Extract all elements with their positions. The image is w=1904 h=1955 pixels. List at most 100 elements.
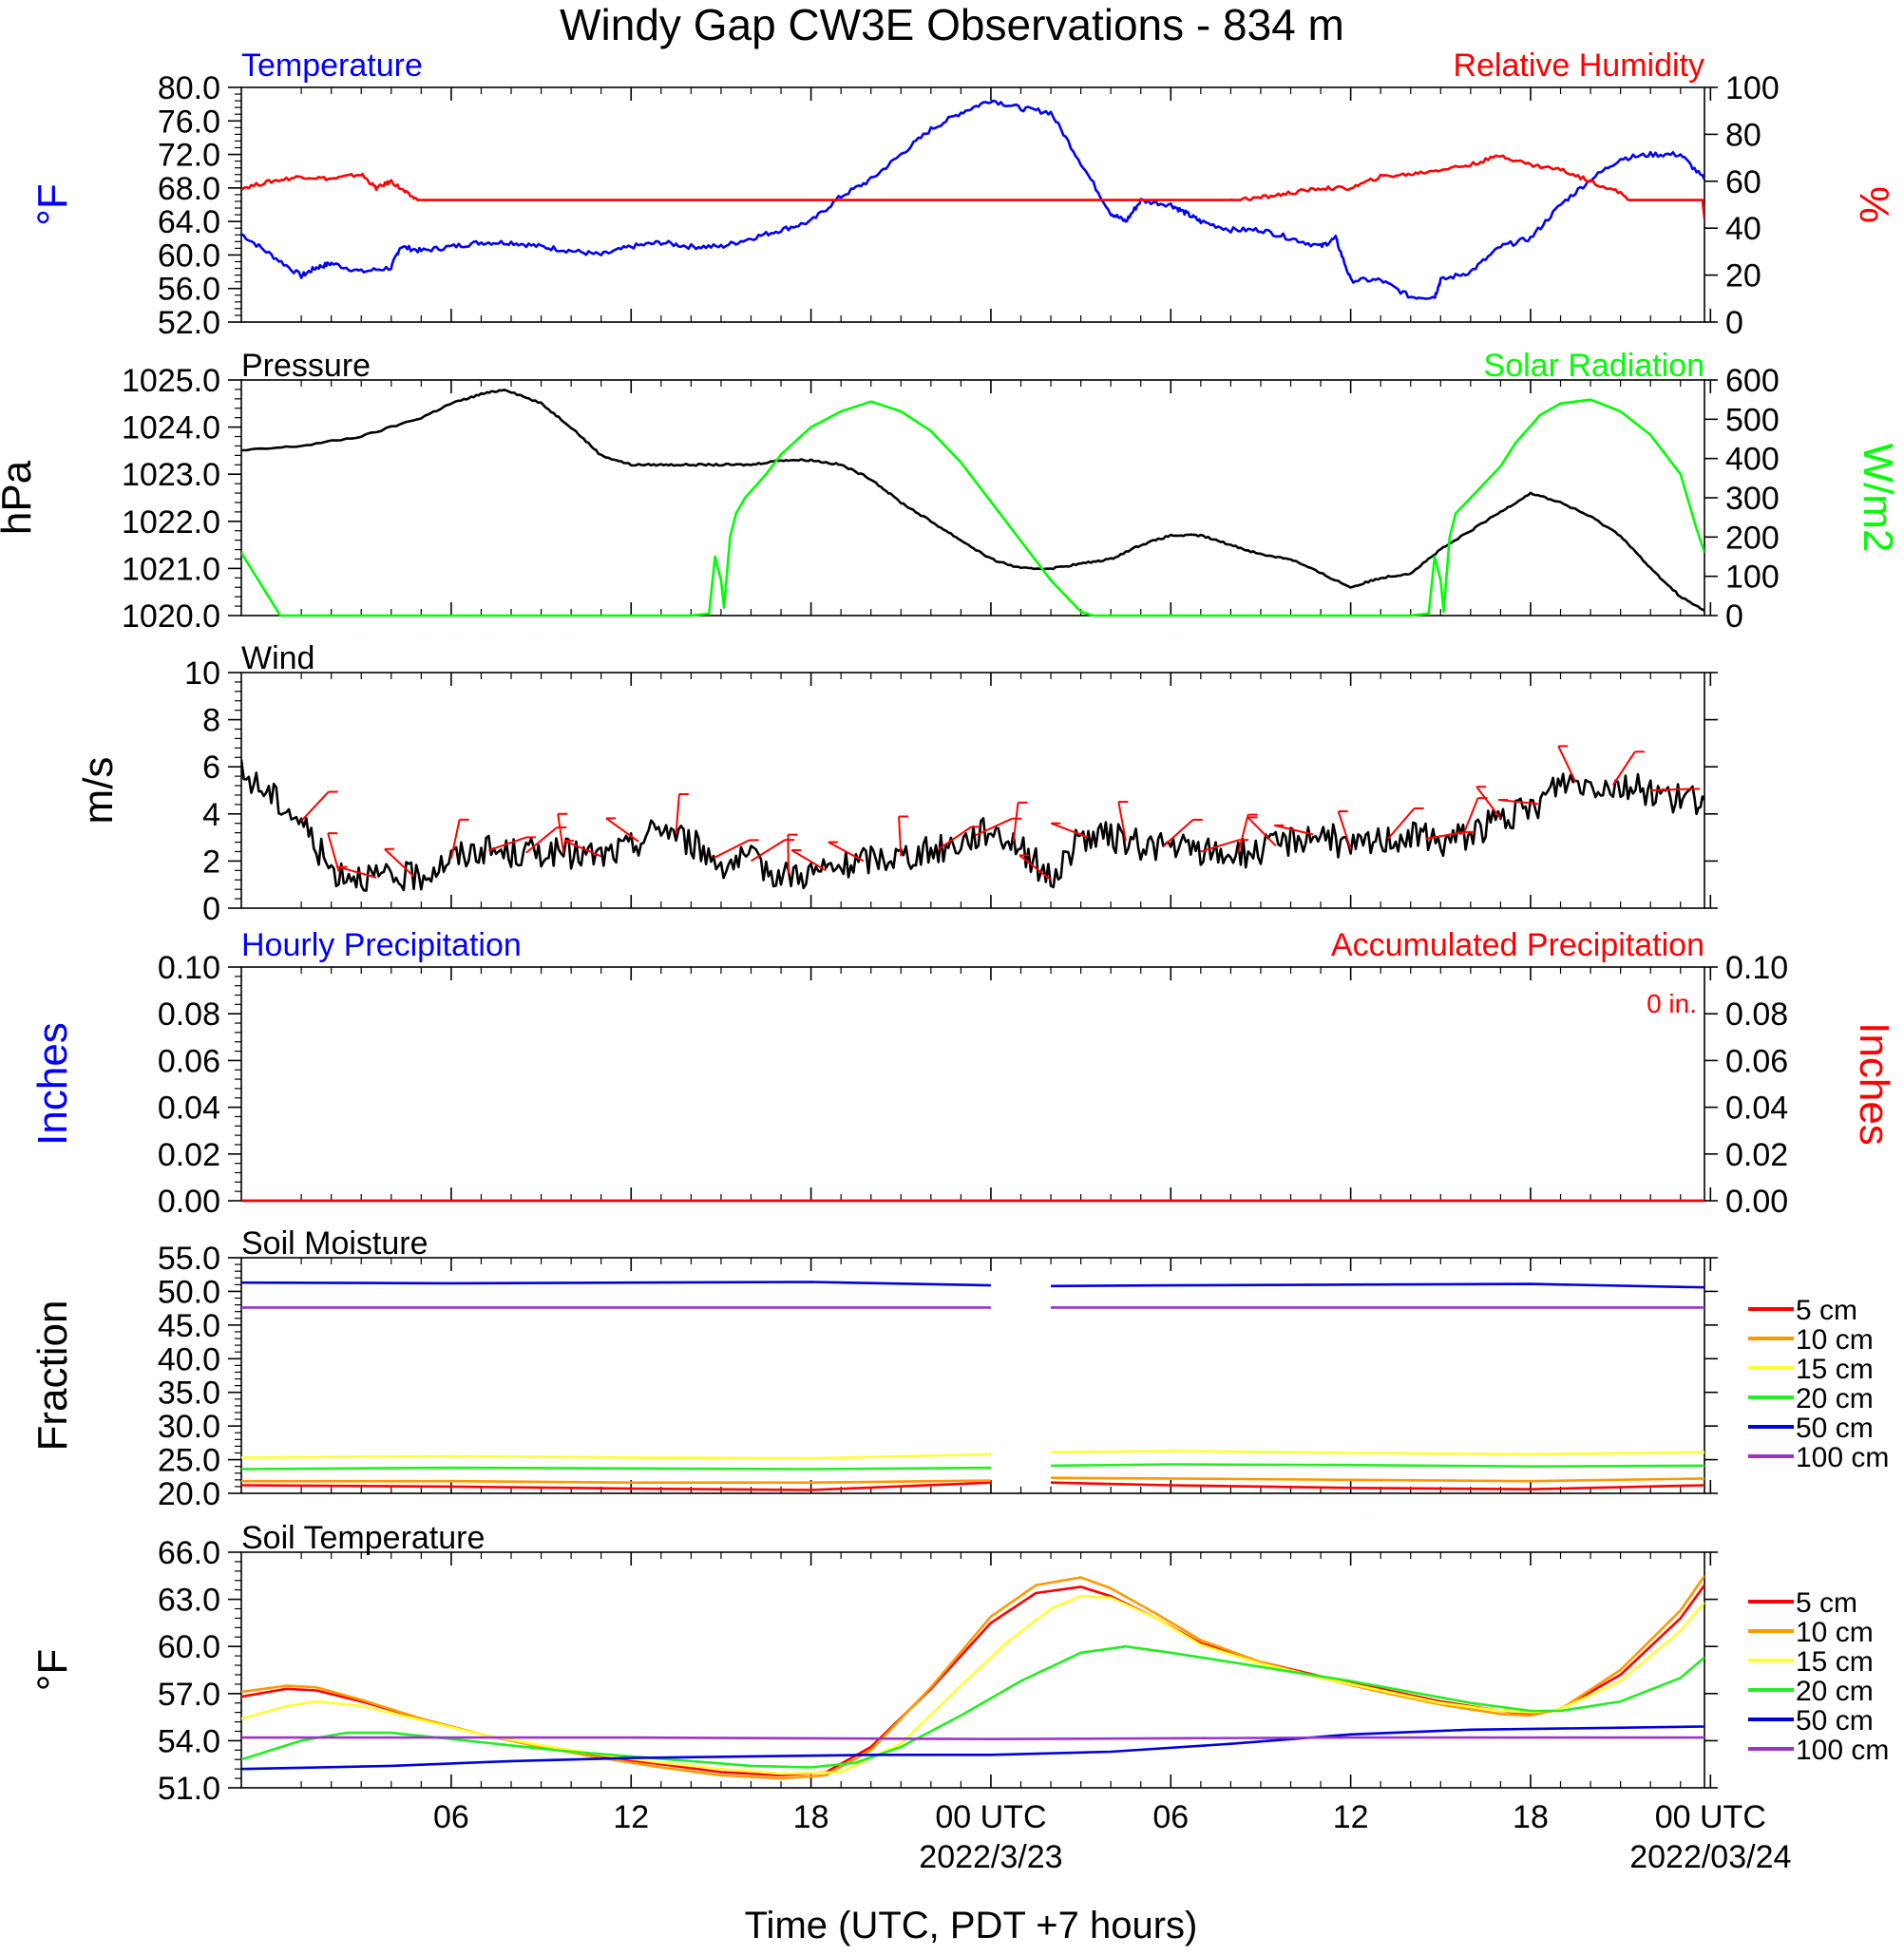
y2-tick-label: 0.06 [1725, 1043, 1788, 1079]
legend-label: 10 cm [1796, 1324, 1874, 1356]
y2-tick-label: 100 [1725, 70, 1780, 106]
y2-tick-label: 20 [1725, 258, 1761, 294]
y-tick-label: 72.0 [158, 138, 220, 174]
series-line-5-cm [241, 1481, 1704, 1491]
wind-barb [384, 848, 415, 878]
y-axis-label: hPa [0, 460, 40, 535]
precip-total-annotation: 0 in. [1647, 989, 1697, 1018]
series-line-15-cm [241, 1595, 1704, 1775]
x-date-label: 2022/03/24 [1629, 1839, 1791, 1875]
y-tick-label: 1024.0 [122, 410, 220, 446]
wind-barb [1387, 807, 1416, 840]
panel-title-left: Pressure [241, 348, 371, 384]
series-line-15-cm [241, 1450, 1704, 1460]
wind-barb [1476, 786, 1502, 820]
y2-tick-label: 0.00 [1725, 1184, 1788, 1220]
y-tick-label: 0.10 [158, 950, 220, 986]
wind-barb [1650, 788, 1691, 791]
wind-barb [488, 836, 527, 852]
panel-title-left: Wind [241, 640, 314, 676]
wind-barb [828, 841, 865, 863]
y-tick-label: 76.0 [158, 104, 220, 140]
y-axis-label: Inches [29, 1022, 76, 1146]
wind-barb [1162, 819, 1194, 847]
series-line-5-cm [241, 1584, 1704, 1777]
panel-wind: Wind 0 2 4 6 8 10 m/s [75, 640, 1718, 927]
y2-tick-label: 0.04 [1725, 1091, 1788, 1127]
panel-precip: Hourly Precipitation Accumulated Precipit… [29, 927, 1897, 1220]
y-tick-label: 63.0 [158, 1583, 220, 1619]
wind-barb [449, 819, 461, 860]
series-line-solar-radiation [241, 398, 1704, 617]
y2-tick-label: 0.10 [1725, 950, 1788, 986]
y-tick-label: 45.0 [158, 1308, 220, 1344]
panel-soil_moisture: Soil Moisture 20.025.030.035.040.045.050.… [29, 1225, 1889, 1512]
wind-barb [750, 839, 786, 863]
x-axis-label: Time (UTC, PDT +7 hours) [745, 1905, 1198, 1946]
wind-barb [1200, 839, 1240, 853]
y-tick-label: 0 [202, 891, 220, 927]
series-line-10-cm [241, 1476, 1704, 1484]
plot-frame [240, 1551, 1705, 1789]
series-line-temperature [241, 99, 1704, 300]
wind-barb [713, 839, 750, 860]
y2-tick-label: 0 [1725, 305, 1743, 341]
y-tick-label: 4 [202, 797, 220, 833]
wind-barb [787, 834, 790, 875]
y-tick-label: 60.0 [158, 237, 220, 274]
y-tick-label: 0.08 [158, 996, 220, 1033]
series-line-relative-humidity [241, 154, 1704, 219]
legend-label: 15 cm [1796, 1646, 1874, 1678]
y-tick-label: 1022.0 [122, 504, 220, 541]
plot-frame [240, 966, 1705, 1202]
y-tick-label: 25.0 [158, 1443, 220, 1479]
wind-barb [975, 817, 1013, 837]
legend-label: 20 cm [1796, 1383, 1874, 1414]
y-tick-label: 51.0 [158, 1771, 220, 1807]
y-tick-label: 55.0 [158, 1241, 220, 1277]
y-tick-label: 0.04 [158, 1091, 220, 1127]
y-tick-label: 1025.0 [122, 363, 220, 399]
series-line-20-cm [241, 1463, 1704, 1471]
y-tick-label: 52.0 [158, 305, 220, 341]
y-tick-label: 54.0 [158, 1723, 220, 1759]
y-tick-label: 66.0 [158, 1535, 220, 1571]
legend-label: 10 cm [1796, 1617, 1874, 1648]
y2-tick-label: 0 [1725, 598, 1743, 635]
wind-barb [525, 826, 558, 854]
wind-barb [1425, 830, 1466, 840]
wind-barb [938, 826, 972, 850]
y-tick-label: 30.0 [158, 1409, 220, 1445]
wind-barb [300, 790, 330, 822]
wind-barb [337, 865, 377, 879]
y-tick-label: 0.00 [158, 1184, 220, 1220]
wind-barb [1050, 822, 1089, 839]
y-axis-label: m/s [75, 757, 122, 825]
y2-axis-label: Inches [1851, 1022, 1897, 1146]
y-tick-label: 8 [202, 703, 220, 739]
panel-title-left: Soil Moisture [241, 1225, 428, 1262]
wind-barb [557, 813, 565, 854]
y-axis-label: °F [29, 183, 76, 225]
series-line-50-cm [241, 1281, 1704, 1289]
x-tick-label: 18 [1513, 1799, 1549, 1835]
y2-tick-label: 0.02 [1725, 1137, 1788, 1173]
x-tick-label: 18 [793, 1799, 829, 1835]
panel-title-right: Solar Radiation [1484, 348, 1704, 384]
y2-tick-label: 600 [1725, 363, 1780, 399]
y-tick-label: 1023.0 [122, 457, 220, 493]
y-tick-label: 64.0 [158, 204, 220, 240]
y2-tick-label: 80 [1725, 117, 1761, 153]
y2-axis-label: W/m2 [1855, 444, 1901, 553]
y-tick-label: 40.0 [158, 1341, 220, 1377]
wind-barb [898, 816, 903, 857]
wind-barb [1117, 801, 1127, 842]
y2-tick-label: 300 [1725, 481, 1780, 517]
panel-title-right: Relative Humidity [1453, 47, 1704, 84]
series-line-20-cm [241, 1644, 1704, 1769]
y2-tick-label: 100 [1725, 560, 1780, 596]
y2-tick-label: 400 [1725, 442, 1780, 478]
